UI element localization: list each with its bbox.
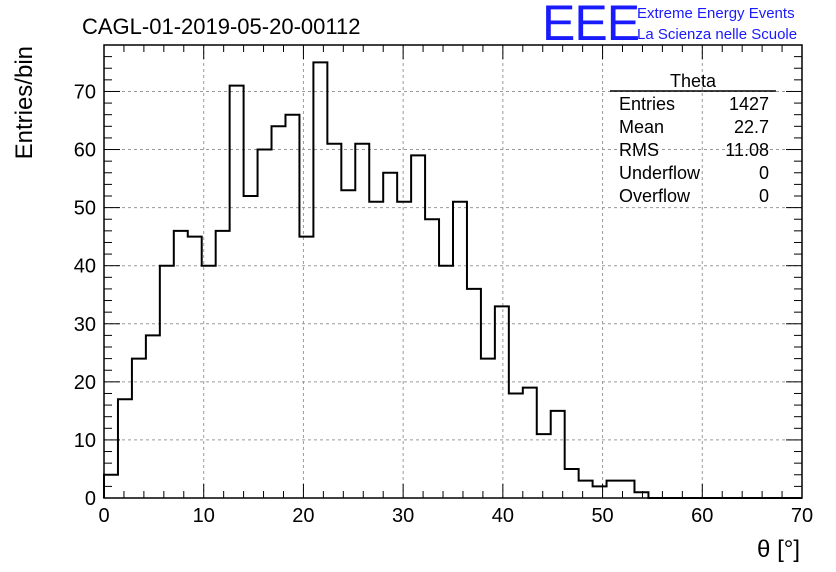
histogram-bin	[132, 359, 146, 498]
histogram-bin	[397, 202, 411, 498]
logo-line2: La Scienza nelle Scuole	[637, 26, 797, 43]
logo: EEE Extreme Energy Events La Scienza nel…	[542, 0, 797, 51]
histogram-bin	[565, 469, 579, 498]
histogram-bin	[551, 411, 565, 498]
histogram-bin	[272, 126, 286, 498]
x-tick-label: 40	[492, 505, 514, 527]
x-tick-label: 70	[791, 505, 813, 527]
y-tick-label: 30	[74, 314, 96, 336]
stats-entries-value: 1427	[729, 94, 769, 114]
histogram-bin	[467, 289, 481, 498]
x-tick-label: 20	[292, 505, 314, 527]
logo-mark: EEE	[542, 0, 639, 51]
histogram-bin	[313, 62, 327, 498]
histogram-bin	[146, 335, 160, 498]
stats-underflow-value: 0	[759, 163, 769, 183]
y-tick-label: 40	[74, 256, 96, 278]
stats-mean-label: Mean	[619, 117, 664, 137]
histogram-bin	[481, 359, 495, 498]
y-axis-label: Entries/bin	[11, 46, 38, 159]
y-tick-label: 0	[85, 488, 96, 510]
stats-rms-value: 11.08	[725, 140, 769, 160]
histogram-bin	[174, 231, 188, 498]
histogram-bin	[579, 481, 593, 498]
y-tick-label: 50	[74, 198, 96, 220]
histogram-bin	[369, 202, 383, 498]
histogram-bars	[103, 61, 802, 499]
histogram-bin	[285, 115, 299, 498]
stats-entries-label: Entries	[619, 94, 675, 114]
histogram-bin	[160, 266, 174, 498]
stats-title: Theta	[670, 71, 717, 91]
x-tick-label: 60	[691, 505, 713, 527]
histogram-bin	[607, 481, 621, 498]
stats-underflow-label: Underflow	[619, 163, 701, 183]
histogram-bin	[495, 306, 509, 498]
histogram-bin	[593, 486, 607, 498]
histogram-bin	[523, 388, 537, 498]
histogram-bin	[341, 190, 355, 498]
histogram-bin	[383, 173, 397, 498]
tick-labels: 0 10 20 30 40 50 60 70 0 10 20 30 40 50 60 70	[74, 81, 813, 527]
axes	[103, 44, 803, 499]
chart-title: CAGL-01-2019-05-20-00112	[82, 14, 360, 39]
histogram-bin	[118, 399, 132, 498]
histogram-bin	[188, 237, 202, 498]
logo-line1: Extreme Energy Events	[637, 5, 795, 22]
histogram-bin	[453, 202, 467, 498]
histogram-outline	[103, 61, 802, 499]
histogram-bin	[355, 144, 369, 498]
stats-overflow-label: Overflow	[619, 186, 691, 206]
x-tick-label: 10	[193, 505, 215, 527]
histogram-bin	[299, 237, 313, 498]
x-axis-label: θ [°]	[757, 536, 800, 563]
x-tick-label: 0	[98, 505, 109, 527]
y-tick-label: 70	[74, 81, 96, 103]
x-tick-label: 50	[591, 505, 613, 527]
y-tick-label: 60	[74, 140, 96, 162]
plot-frame	[103, 44, 803, 499]
stats-overflow-value: 0	[759, 186, 769, 206]
y-tick-label: 10	[74, 430, 96, 452]
histogram-bin	[537, 434, 551, 498]
histogram-bin	[244, 196, 258, 498]
histogram-bin	[327, 144, 341, 498]
stats-box: Theta Entries 1427 Mean 22.7 RMS 11.08 U…	[610, 71, 776, 206]
histogram-bin	[216, 231, 230, 498]
histogram-bin	[509, 393, 523, 498]
stats-mean-value: 22.7	[734, 117, 769, 137]
histogram-bin	[230, 86, 244, 498]
y-tick-label: 20	[74, 372, 96, 394]
histogram-bin	[258, 150, 272, 498]
histogram-bin	[439, 266, 453, 498]
x-tick-label: 30	[392, 505, 414, 527]
stats-rms-label: RMS	[619, 140, 659, 160]
histogram-bin	[202, 266, 216, 498]
histogram-bin	[411, 155, 425, 498]
histogram-bin	[425, 219, 439, 498]
